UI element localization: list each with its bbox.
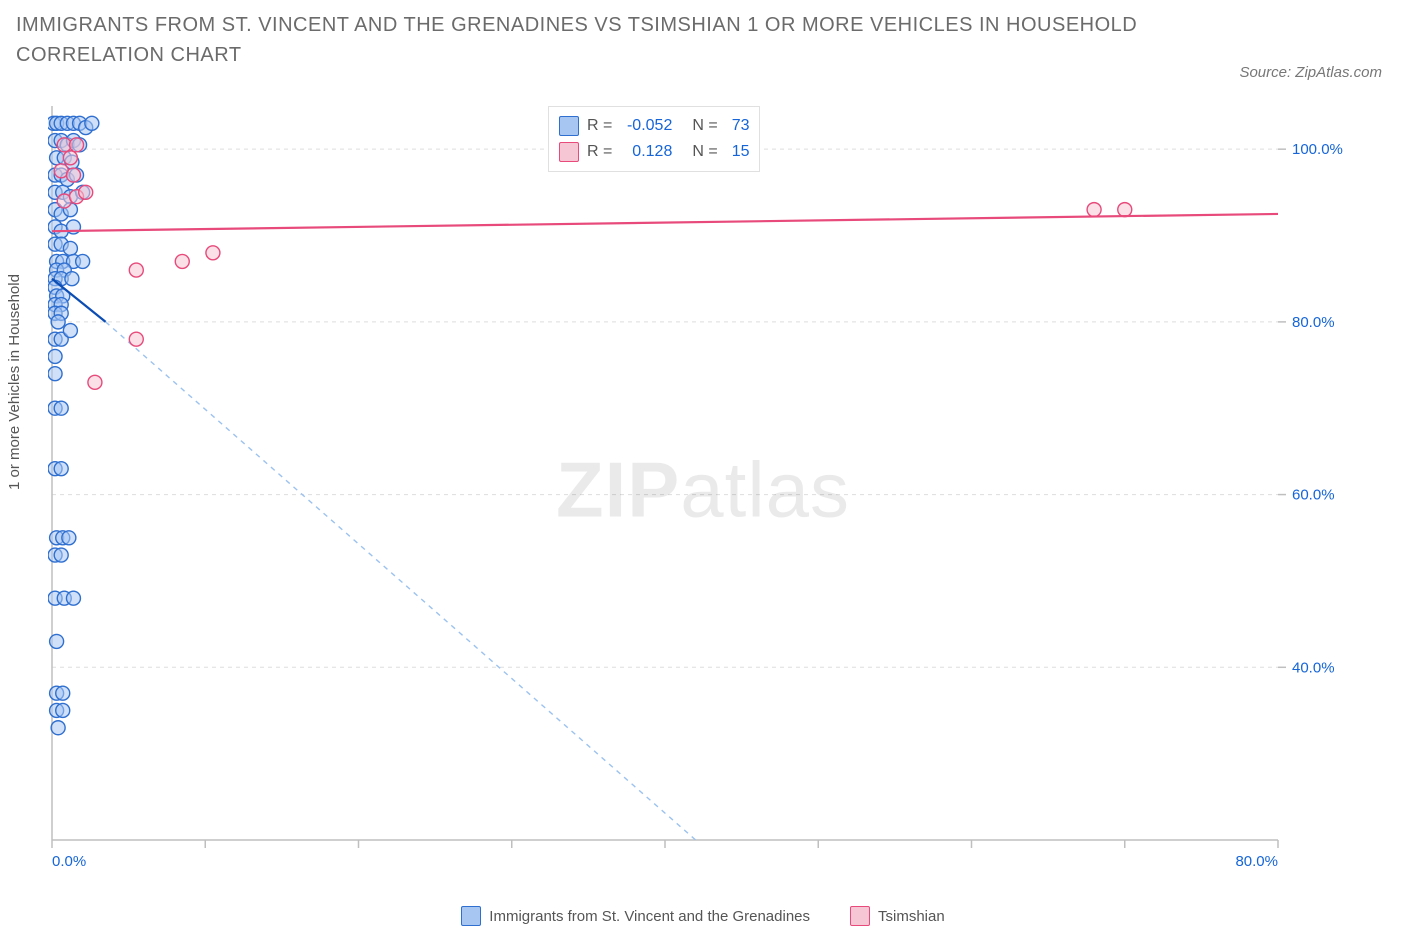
correlation-legend: R = -0.052 N = 73 R = 0.128 N = 15 [548,106,760,172]
legend-row: R = 0.128 N = 15 [559,139,749,165]
svg-text:100.0%: 100.0% [1292,141,1343,158]
legend-r-value: -0.052 [620,117,672,135]
chart-svg: 0.0% 80.0% 40.0% 60.0% 80.0% 100.0% [48,100,1358,880]
legend-swatch [461,906,481,926]
legend-row: R = -0.052 N = 73 [559,113,749,139]
chart-title: IMMIGRANTS FROM ST. VINCENT AND THE GREN… [16,10,1206,70]
series-legend-label: Tsimshian [878,908,945,925]
legend-swatch [559,116,579,136]
svg-text:80.0%: 80.0% [1235,853,1278,870]
legend-swatch [559,142,579,162]
svg-text:80.0%: 80.0% [1292,314,1335,331]
y-axis-label: 1 or more Vehicles in Household [6,274,23,490]
svg-text:40.0%: 40.0% [1292,659,1335,676]
svg-text:0.0%: 0.0% [52,853,86,870]
svg-text:60.0%: 60.0% [1292,487,1335,504]
legend-n-label: N = [692,143,717,161]
legend-n-value: 15 [732,143,750,161]
series-legend-item: Tsimshian [850,906,945,926]
legend-swatch [850,906,870,926]
legend-n-value: 73 [732,117,750,135]
legend-r-value: 0.128 [620,143,672,161]
legend-r-label: R = [587,143,612,161]
series-legend-label: Immigrants from St. Vincent and the Gren… [489,908,810,925]
legend-r-label: R = [587,117,612,135]
series-legend: Immigrants from St. Vincent and the Gren… [0,906,1406,926]
series-legend-item: Immigrants from St. Vincent and the Gren… [461,906,810,926]
scatter-chart: 0.0%80.0%40.0%60.0%80.0%100.0% ZIPatlas … [48,100,1358,880]
source-attribution: Source: ZipAtlas.com [1239,64,1382,81]
legend-n-label: N = [692,117,717,135]
